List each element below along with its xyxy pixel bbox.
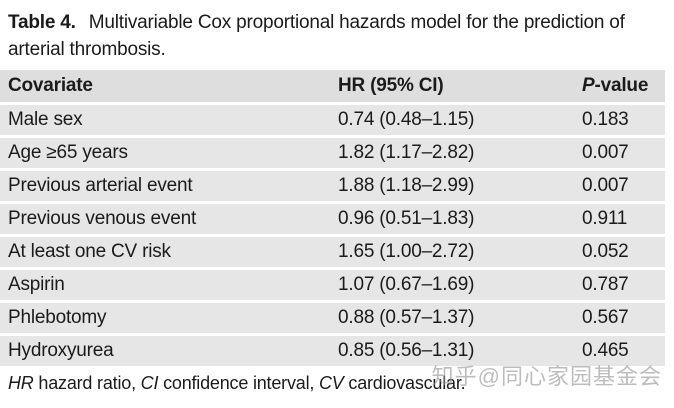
covariate-cell: Previous arterial event bbox=[8, 175, 193, 196]
header-covariate: Covariate bbox=[8, 75, 93, 96]
table-caption-label: Table 4. bbox=[8, 12, 76, 33]
p-value-cell: 0.787 bbox=[582, 274, 629, 295]
footnote-text-2: confidence interval, bbox=[158, 373, 319, 393]
header-p-value: P-value bbox=[578, 75, 665, 97]
covariate-cell: Phlebotomy bbox=[8, 307, 107, 328]
table-caption: Table 4. Multivariable Cox proportional h… bbox=[0, 0, 674, 63]
p-value-cell: 0.183 bbox=[582, 109, 629, 130]
p-value-cell: 0.567 bbox=[582, 307, 629, 328]
header-p-italic: P bbox=[582, 75, 595, 96]
p-value-cell: 0.007 bbox=[582, 142, 629, 163]
header-p-rest: -value bbox=[594, 75, 649, 96]
footnote-abbr-ci: CI bbox=[140, 373, 159, 393]
covariate-cell: Hydroxyurea bbox=[8, 340, 114, 361]
covariate-cell: Age ≥65 years bbox=[8, 142, 128, 163]
hr-ci-cell: 0.74 (0.48–1.15) bbox=[338, 109, 475, 130]
header-hr-ci: HR (95% CI) bbox=[338, 75, 444, 96]
table-caption-text: Multivariable Cox proportional hazards m… bbox=[8, 12, 625, 60]
hr-ci-cell: 1.65 (1.00–2.72) bbox=[338, 241, 475, 262]
table-footnote: HR hazard ratio, CI confidence interval,… bbox=[0, 373, 674, 394]
covariate-cell: Previous venous event bbox=[8, 208, 197, 229]
footnote-text-1: hazard ratio, bbox=[33, 373, 141, 393]
table-row: Hydroxyurea 0.85 (0.56–1.31) 0.465 bbox=[0, 336, 665, 366]
table-row: Aspirin 1.07 (0.67–1.69) 0.787 bbox=[0, 270, 665, 300]
hr-ci-cell: 1.07 (0.67–1.69) bbox=[338, 274, 475, 295]
footnote-text-3: cardiovascular. bbox=[343, 373, 466, 393]
table-row: Age ≥65 years 1.82 (1.17–2.82) 0.007 bbox=[0, 138, 665, 168]
p-value-cell: 0.465 bbox=[582, 340, 629, 361]
p-value-cell: 0.052 bbox=[582, 241, 629, 262]
hr-ci-cell: 0.88 (0.57–1.37) bbox=[338, 307, 475, 328]
footnote-abbr-hr: HR bbox=[8, 373, 34, 393]
covariate-cell: At least one CV risk bbox=[8, 241, 171, 262]
cox-model-table: Covariate HR (95% CI) P-value Male sex 0… bbox=[0, 70, 665, 366]
hr-ci-cell: 0.85 (0.56–1.31) bbox=[338, 340, 475, 361]
hr-ci-cell: 0.96 (0.51–1.83) bbox=[338, 208, 475, 229]
table-row: Previous venous event 0.96 (0.51–1.83) 0… bbox=[0, 204, 665, 234]
table-row: Male sex 0.74 (0.48–1.15) 0.183 bbox=[0, 105, 665, 135]
table-row: Previous arterial event 1.88 (1.18–2.99)… bbox=[0, 171, 665, 201]
footnote-abbr-cv: CV bbox=[318, 373, 344, 393]
hr-ci-cell: 1.88 (1.18–2.99) bbox=[338, 175, 475, 196]
p-value-cell: 0.911 bbox=[582, 208, 628, 229]
covariate-cell: Male sex bbox=[8, 109, 83, 130]
table-header-row: Covariate HR (95% CI) P-value bbox=[0, 70, 665, 102]
table-row: At least one CV risk 1.65 (1.00–2.72) 0.… bbox=[0, 237, 665, 267]
table-row: Phlebotomy 0.88 (0.57–1.37) 0.567 bbox=[0, 303, 665, 333]
p-value-cell: 0.007 bbox=[582, 175, 629, 196]
covariate-cell: Aspirin bbox=[8, 274, 65, 295]
hr-ci-cell: 1.82 (1.17–2.82) bbox=[338, 142, 475, 163]
